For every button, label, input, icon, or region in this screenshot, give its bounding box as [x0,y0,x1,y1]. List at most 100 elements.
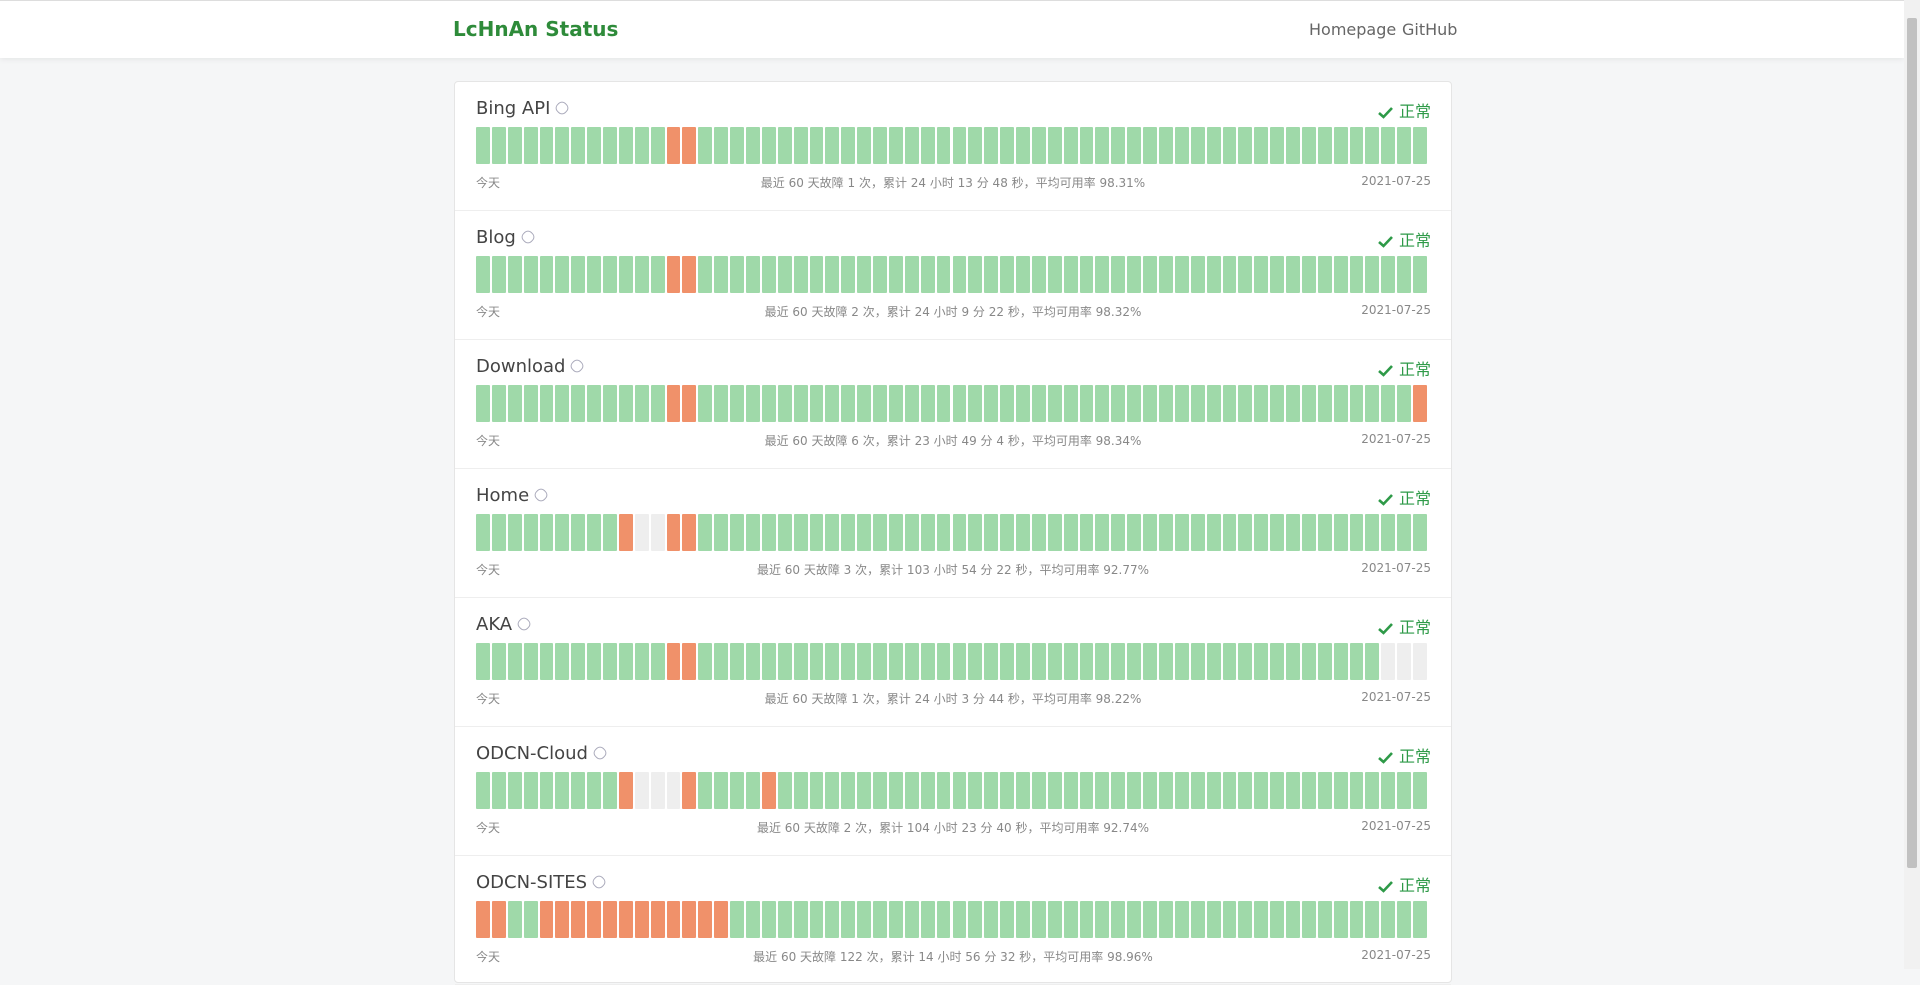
day-bar[interactable] [539,772,554,809]
day-bar[interactable] [984,901,999,938]
day-bar[interactable] [1349,385,1364,422]
day-bar[interactable] [1158,901,1173,938]
day-bar[interactable] [634,256,649,293]
day-bar[interactable] [682,772,697,809]
day-bar[interactable] [777,772,792,809]
day-bar[interactable] [904,514,919,551]
day-bar[interactable] [1174,514,1189,551]
day-bar[interactable] [1301,256,1316,293]
day-bar[interactable] [1206,772,1221,809]
day-bar[interactable] [1016,514,1030,551]
day-bar[interactable] [1095,127,1110,164]
day-bar[interactable] [1174,127,1189,164]
day-bar[interactable] [1111,385,1126,422]
day-bar[interactable] [603,901,617,938]
day-bar[interactable] [1270,385,1285,422]
day-bar[interactable] [523,901,538,938]
day-bar[interactable] [1317,901,1332,938]
day-bar[interactable] [968,772,983,809]
day-bar[interactable] [714,643,729,680]
day-bar[interactable] [491,127,506,164]
day-bar[interactable] [618,901,633,938]
day-bar[interactable] [698,643,713,680]
day-bar[interactable] [984,256,999,293]
day-bar[interactable] [1063,514,1078,551]
day-bar[interactable] [1063,643,1078,680]
day-bar[interactable] [603,772,617,809]
day-bar[interactable] [1016,127,1030,164]
day-bar[interactable] [1301,901,1316,938]
day-bar[interactable] [904,385,919,422]
day-bar[interactable] [1301,772,1316,809]
day-bar[interactable] [730,256,744,293]
day-bar[interactable] [618,385,633,422]
monitor-name[interactable]: ODCN-Cloud [476,743,609,764]
day-bar[interactable] [984,643,999,680]
day-bar[interactable] [1413,643,1427,680]
day-bar[interactable] [714,127,729,164]
day-bar[interactable] [1143,385,1157,422]
day-bar[interactable] [1381,643,1396,680]
day-bar[interactable] [888,901,903,938]
day-bar[interactable] [476,127,490,164]
day-bar[interactable] [1063,256,1078,293]
monitor-name[interactable]: Download [476,356,586,377]
day-bar[interactable] [491,643,506,680]
day-bar[interactable] [1270,901,1285,938]
day-bar[interactable] [1143,127,1157,164]
day-bar[interactable] [1127,256,1142,293]
day-bar[interactable] [730,643,744,680]
day-bar[interactable] [1333,643,1348,680]
day-bar[interactable] [634,514,649,551]
day-bar[interactable] [666,772,681,809]
day-bar[interactable] [1317,643,1332,680]
day-bar[interactable] [1206,901,1221,938]
day-bar[interactable] [873,256,887,293]
day-bar[interactable] [1111,127,1126,164]
day-bar[interactable] [952,643,967,680]
day-bar[interactable] [650,385,665,422]
day-bar[interactable] [1381,256,1396,293]
day-bar[interactable] [1349,127,1364,164]
day-bar[interactable] [587,901,602,938]
day-bar[interactable] [682,514,697,551]
day-bar[interactable] [984,772,999,809]
day-bar[interactable] [1000,514,1015,551]
day-bar[interactable] [1222,256,1237,293]
day-bar[interactable] [1190,385,1205,422]
day-bar[interactable] [603,385,617,422]
day-bar[interactable] [1095,643,1110,680]
day-bar[interactable] [1381,127,1396,164]
day-bar[interactable] [666,643,681,680]
day-bar[interactable] [476,772,490,809]
day-bar[interactable] [587,514,602,551]
day-bar[interactable] [1286,256,1300,293]
day-bar[interactable] [1254,127,1269,164]
day-bar[interactable] [539,514,554,551]
day-bar[interactable] [1031,514,1046,551]
day-bar[interactable] [1190,772,1205,809]
day-bar[interactable] [1349,901,1364,938]
day-bar[interactable] [777,514,792,551]
day-bar[interactable] [1031,385,1046,422]
day-bar[interactable] [841,385,856,422]
day-bar[interactable] [857,772,872,809]
day-bar[interactable] [746,385,760,422]
day-bar[interactable] [1206,127,1221,164]
day-bar[interactable] [1333,385,1348,422]
day-bar[interactable] [507,256,522,293]
day-bar[interactable] [507,385,522,422]
day-bar[interactable] [1317,127,1332,164]
day-bar[interactable] [1238,514,1253,551]
day-bar[interactable] [1413,256,1427,293]
day-bar[interactable] [1206,643,1221,680]
day-bar[interactable] [1270,772,1285,809]
day-bar[interactable] [698,514,713,551]
day-bar[interactable] [1174,772,1189,809]
day-bar[interactable] [952,127,967,164]
day-bar[interactable] [1222,901,1237,938]
day-bar[interactable] [587,127,602,164]
day-bar[interactable] [507,127,522,164]
monitor-name[interactable]: Bing API [476,98,571,119]
day-bar[interactable] [1254,385,1269,422]
